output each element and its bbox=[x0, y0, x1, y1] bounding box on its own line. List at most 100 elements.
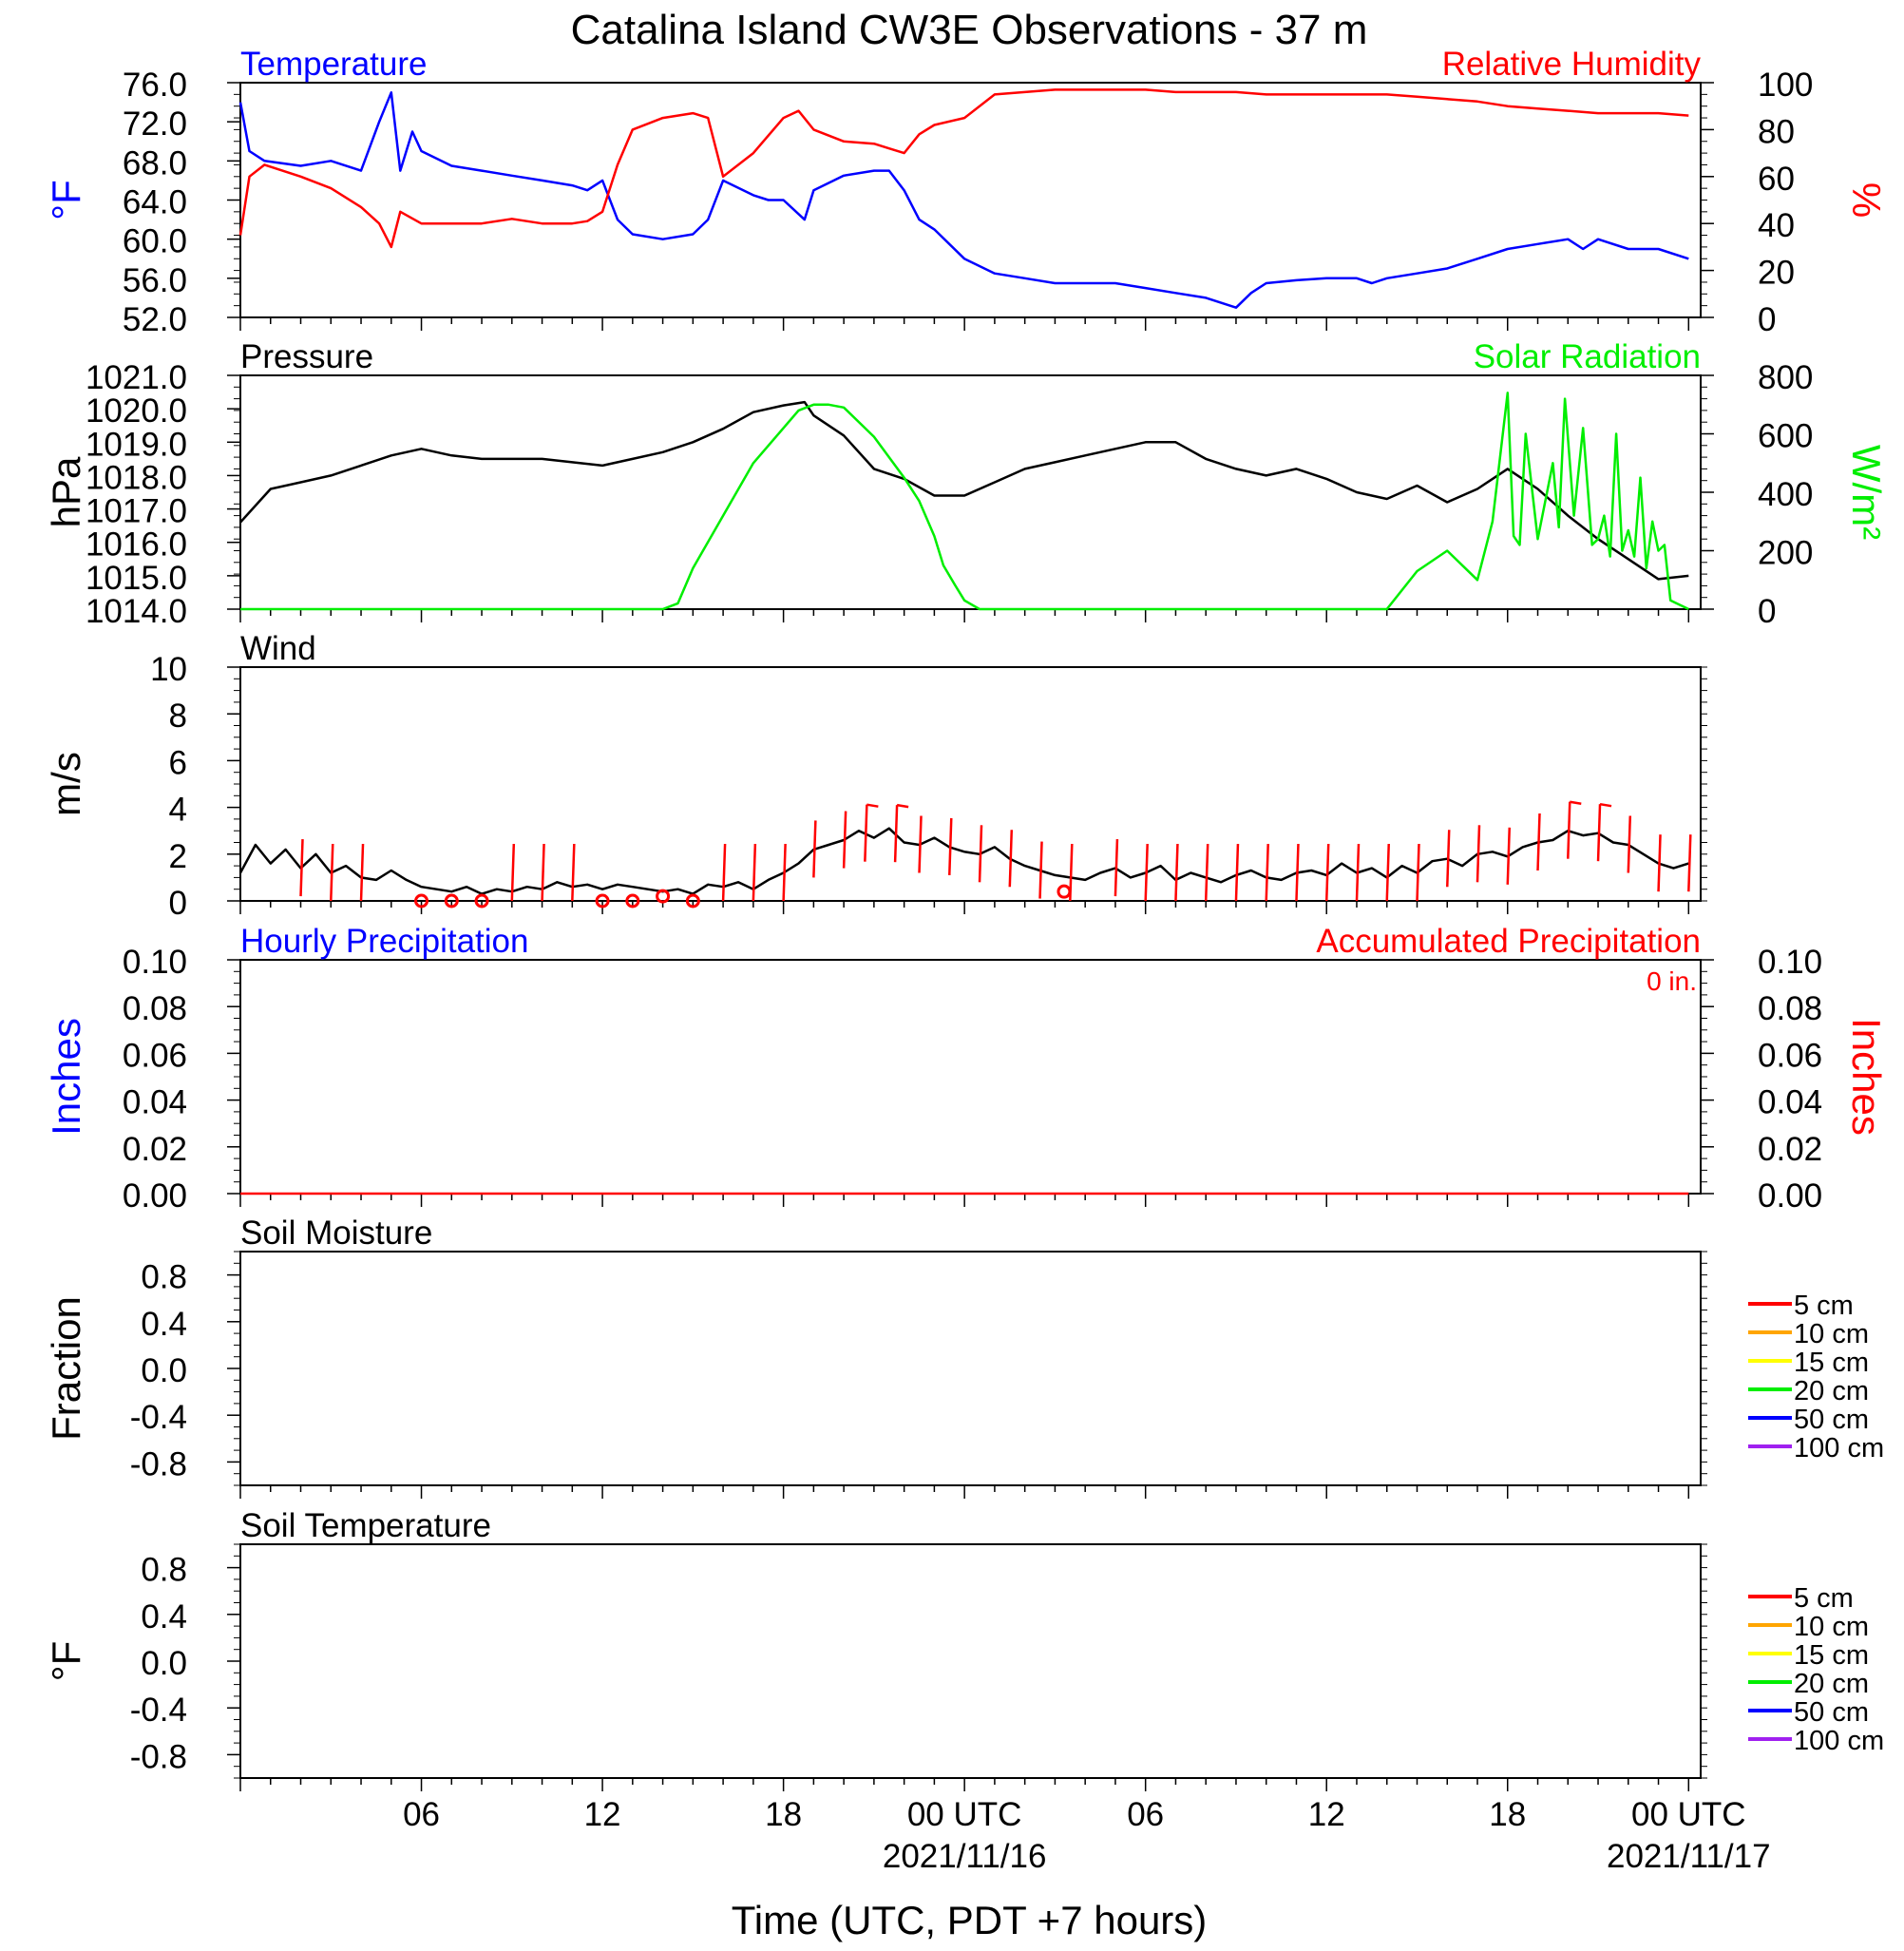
y-tick-label-left: 0.4 bbox=[141, 1306, 187, 1343]
x-tick-date-label: 2021/11/16 bbox=[883, 1838, 1047, 1875]
y-tick-label-left: 1014.0 bbox=[86, 593, 187, 630]
y-axis-label-left: °F bbox=[44, 1641, 88, 1681]
panel-title-left: Wind bbox=[240, 630, 316, 667]
y-tick-label-left: 76.0 bbox=[123, 67, 187, 104]
figure-title: Catalina Island CW3E Observations - 37 m bbox=[571, 7, 1368, 53]
y-tick-label-left: 0.4 bbox=[141, 1598, 187, 1635]
panel-title-right: Relative Humidity bbox=[1442, 46, 1702, 83]
y-tick-label-left: 0.06 bbox=[123, 1037, 187, 1074]
y-tick-label-left: -0.4 bbox=[130, 1692, 187, 1729]
wind-barb bbox=[571, 843, 576, 902]
series-line-relative-humidity bbox=[238, 88, 1689, 249]
wind-barb bbox=[1687, 834, 1692, 892]
y-tick-label-left: 1018.0 bbox=[86, 459, 187, 496]
wind-barb bbox=[359, 843, 365, 902]
y-tick-label-left: 0.0 bbox=[141, 1645, 187, 1682]
y-tick-label-left: 10 bbox=[150, 651, 187, 688]
wind-barb bbox=[842, 811, 847, 869]
y-tick-label-left: 1015.0 bbox=[86, 560, 187, 597]
wind-barb bbox=[1234, 843, 1240, 902]
y-tick-label-left: 72.0 bbox=[123, 105, 187, 143]
y-tick-label-right: 200 bbox=[1758, 535, 1813, 572]
legend-label: 5 cm bbox=[1794, 1291, 1854, 1321]
y-tick-label-left: 6 bbox=[169, 744, 187, 781]
wind-barb bbox=[721, 843, 727, 902]
wind-barb bbox=[1445, 830, 1451, 888]
wind-barb bbox=[864, 804, 868, 862]
series-line-pressure bbox=[239, 400, 1689, 581]
wind-barb-flag bbox=[1599, 802, 1612, 808]
y-tick-label-left: 0.04 bbox=[123, 1084, 187, 1121]
wind-barb bbox=[1265, 843, 1269, 902]
calm-marker bbox=[1057, 884, 1072, 899]
wind-barb bbox=[893, 805, 899, 863]
x-tick-label: 12 bbox=[1308, 1796, 1345, 1833]
y-tick-label-right: 80 bbox=[1758, 113, 1795, 150]
y-axis-label-left: °F bbox=[44, 180, 88, 220]
y-axis-label-left: Fraction bbox=[44, 1296, 88, 1441]
y-axis-label-right: W/m² bbox=[1844, 445, 1889, 540]
wind-barb bbox=[299, 839, 304, 897]
panel-title-left: Temperature bbox=[240, 46, 427, 83]
calm-marker bbox=[444, 893, 459, 909]
y-tick-label-left: 1017.0 bbox=[86, 493, 187, 530]
panel-5: 0.8 0.4 0.0 -0.4 -0.8 Soil Moisture Fraction 5 … bbox=[44, 1215, 1884, 1499]
legend-label: 10 cm bbox=[1794, 1612, 1869, 1642]
legend-label: 50 cm bbox=[1794, 1697, 1869, 1728]
y-tick-label-left: -0.8 bbox=[130, 1738, 187, 1775]
calm-marker bbox=[474, 893, 489, 909]
legend-label: 20 cm bbox=[1794, 1669, 1869, 1699]
y-tick-label-right: 0.04 bbox=[1758, 1084, 1822, 1121]
series-line-solar-radiation bbox=[240, 392, 1689, 611]
x-tick-label: 00 UTC bbox=[907, 1796, 1022, 1833]
x-tick-date-label: 2021/11/17 bbox=[1607, 1838, 1771, 1875]
y-tick-label-right: 600 bbox=[1758, 418, 1813, 455]
calm-marker bbox=[656, 889, 671, 904]
panel-annotation: 0 in. bbox=[1647, 966, 1697, 996]
wind-barb-flag bbox=[866, 803, 879, 808]
y-tick-label-left: 64.0 bbox=[123, 184, 187, 221]
y-tick-label-right: 400 bbox=[1758, 476, 1813, 513]
x-tick-label: 06 bbox=[1127, 1796, 1164, 1833]
y-tick-label-right: 0.00 bbox=[1758, 1177, 1822, 1215]
panel-4: 0.10 0.08 0.06 0.04 0.02 0.00 0.10 0.08 0.06 0.04… bbox=[44, 923, 1889, 1215]
y-tick-label-left: 1021.0 bbox=[86, 359, 187, 396]
calm-marker bbox=[685, 893, 700, 909]
x-tick-label: 18 bbox=[765, 1796, 802, 1833]
wind-barb bbox=[1114, 839, 1119, 897]
y-tick-label-right: 100 bbox=[1758, 67, 1813, 104]
y-tick-label-right: 60 bbox=[1758, 161, 1795, 198]
wind-barb bbox=[1657, 834, 1662, 892]
legend-label: 5 cm bbox=[1794, 1583, 1854, 1614]
legend-label: 15 cm bbox=[1794, 1640, 1869, 1671]
x-axis-title: Time (UTC, PDT +7 hours) bbox=[732, 1898, 1208, 1942]
wind-barb bbox=[1144, 843, 1149, 902]
panel-title-left: Soil Moisture bbox=[240, 1215, 432, 1252]
y-tick-label-left: -0.8 bbox=[130, 1445, 187, 1482]
wind-barb bbox=[1324, 843, 1330, 902]
plot-frame bbox=[239, 82, 1702, 318]
wind-barb bbox=[948, 817, 953, 875]
legend-label: 20 cm bbox=[1794, 1376, 1869, 1406]
legend-label: 10 cm bbox=[1794, 1319, 1869, 1349]
wind-barb bbox=[918, 815, 923, 873]
panel-title-right: Accumulated Precipitation bbox=[1316, 923, 1701, 960]
wind-barb bbox=[782, 843, 787, 902]
y-tick-label-left: 2 bbox=[169, 838, 187, 875]
calm-marker bbox=[625, 893, 640, 909]
wind-barb bbox=[1385, 843, 1390, 902]
wind-barb bbox=[1008, 830, 1014, 888]
y-axis-label-right: % bbox=[1844, 182, 1889, 218]
panel-1: 76.072.068.064.060.056.052.0 100 80 60 40 20 0… bbox=[44, 46, 1889, 338]
wind-barb bbox=[812, 820, 817, 878]
panel-title-left: Pressure bbox=[240, 338, 373, 375]
calm-marker bbox=[414, 893, 429, 909]
plot-frame bbox=[239, 959, 1702, 1195]
wind-barb bbox=[330, 843, 334, 902]
wind-barb bbox=[978, 825, 983, 883]
wind-barb bbox=[752, 843, 757, 902]
y-axis-label-left: m/s bbox=[44, 752, 88, 816]
panel-title-right: Solar Radiation bbox=[1474, 338, 1701, 375]
y-tick-label-right: 0 bbox=[1758, 301, 1776, 338]
y-tick-label-left: 1019.0 bbox=[86, 426, 187, 463]
